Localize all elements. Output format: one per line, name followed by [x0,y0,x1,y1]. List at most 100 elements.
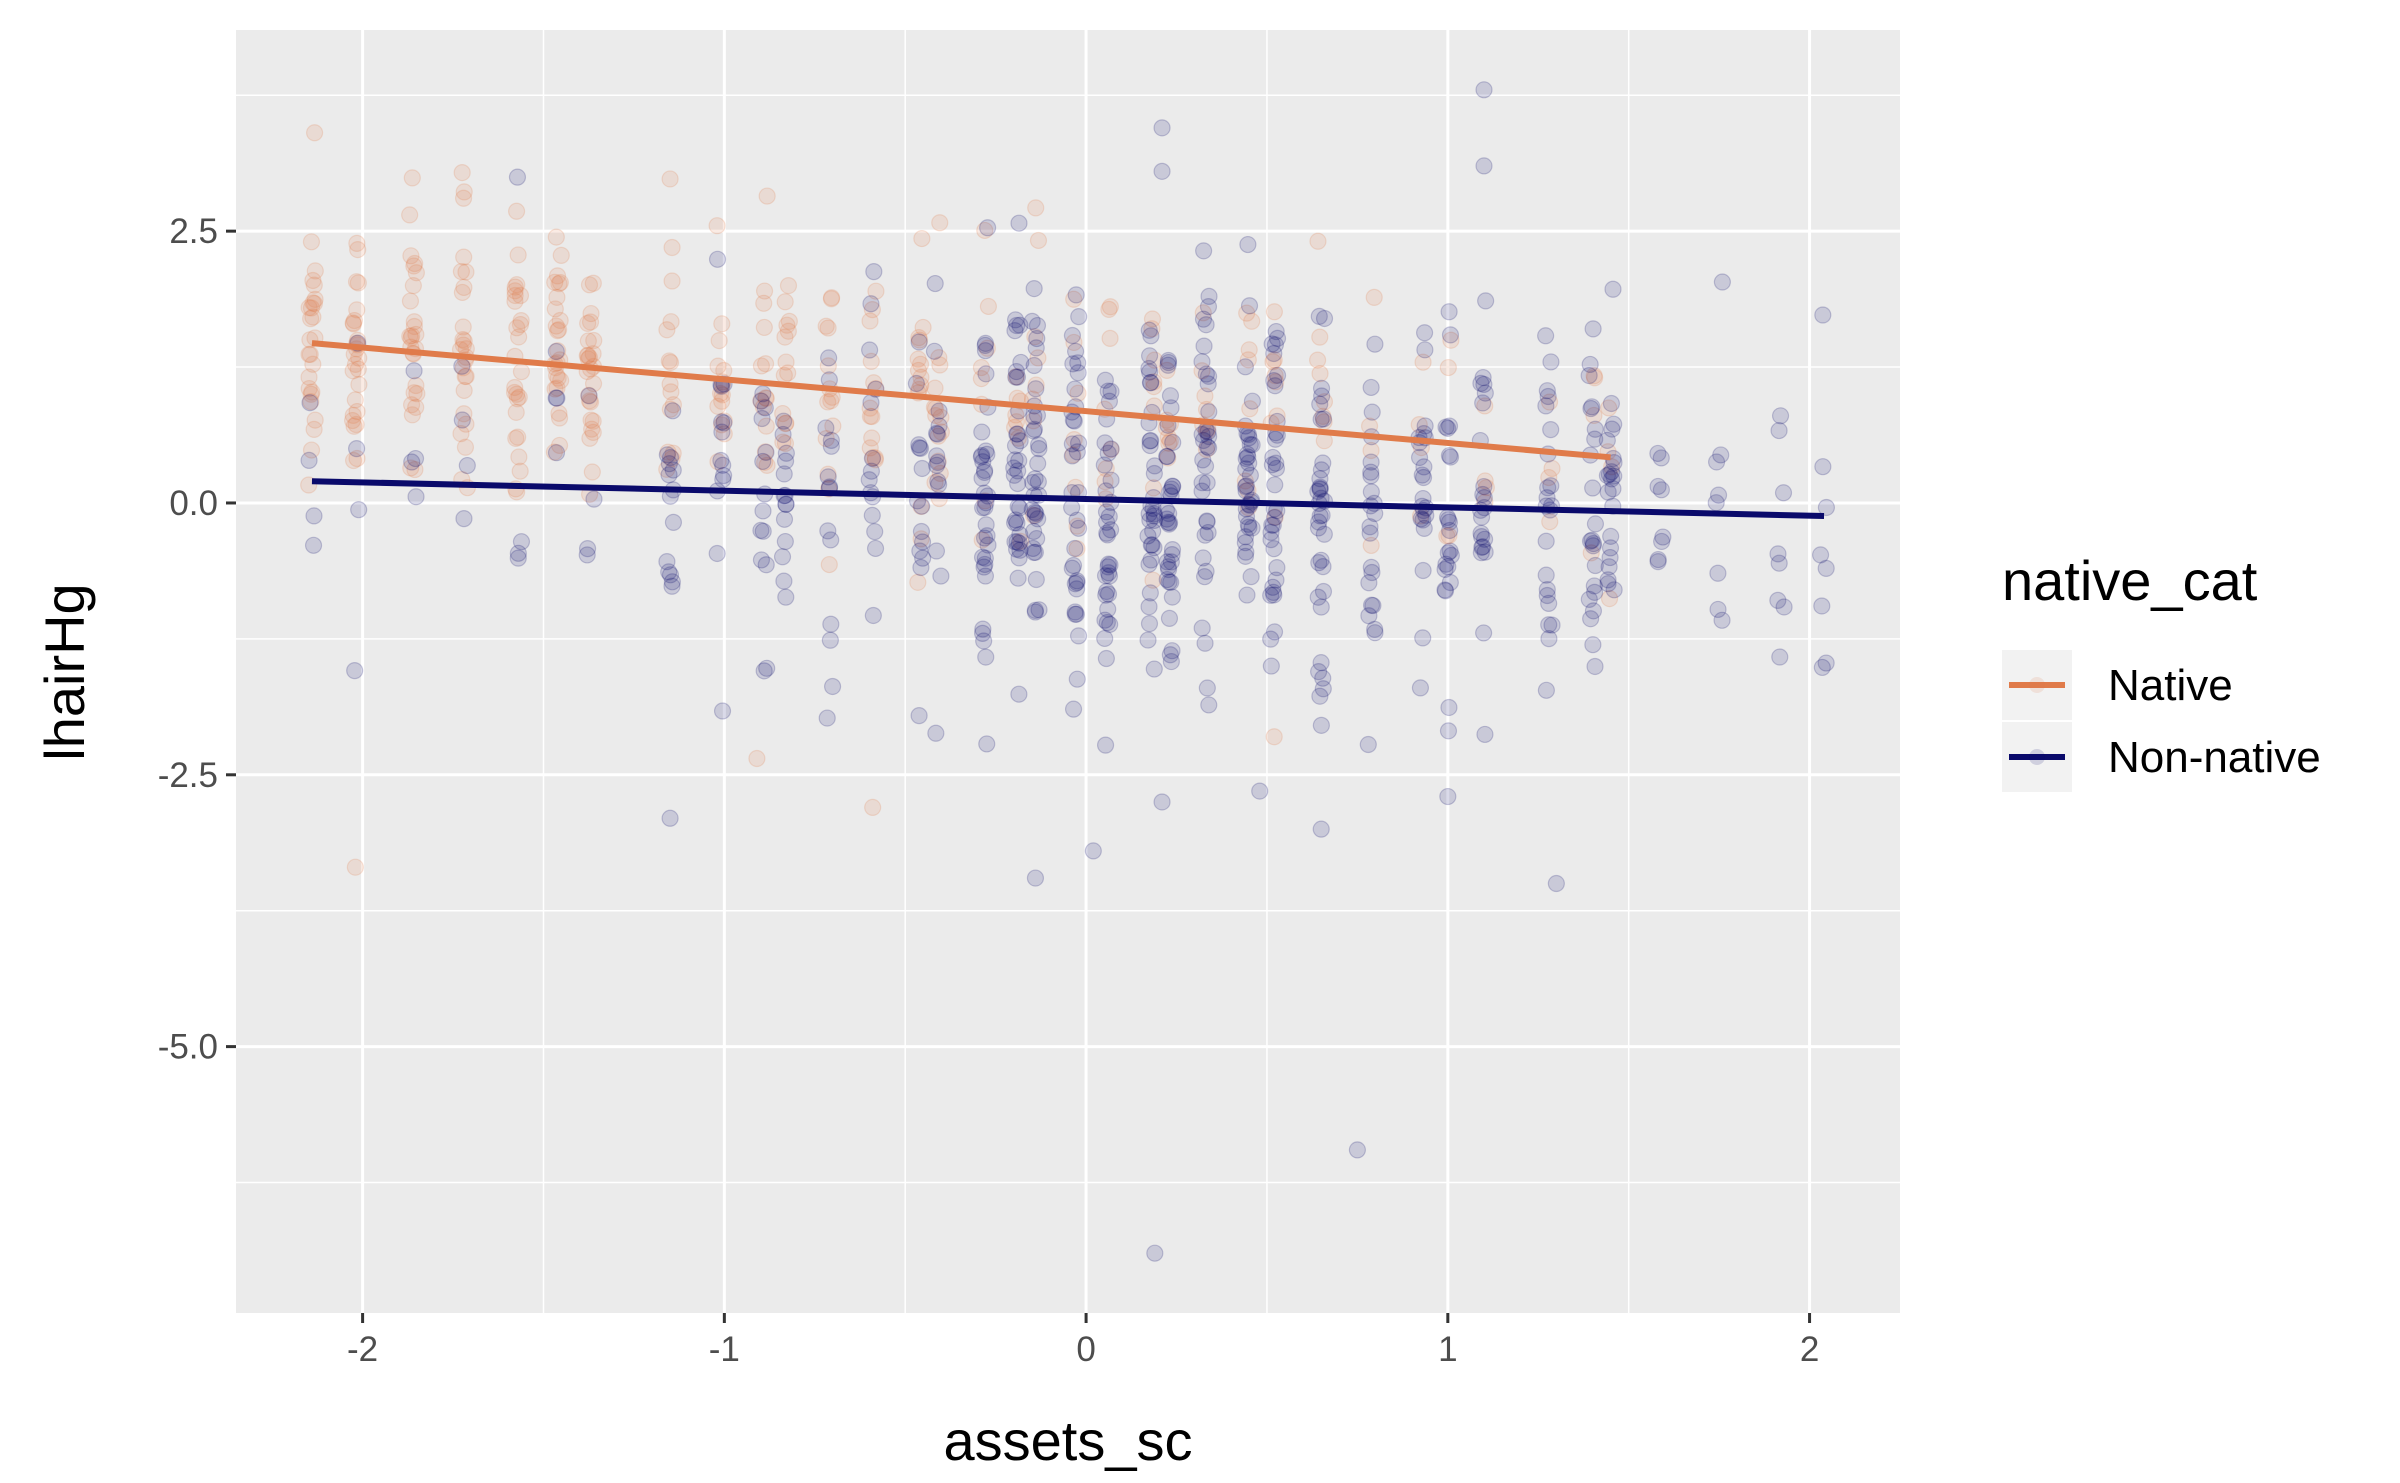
data-point [1362,463,1380,481]
data-point [1239,448,1257,466]
data-point [1314,454,1332,472]
data-point [1025,279,1043,298]
data-point [306,262,324,280]
data-point [304,536,323,554]
data-point [1196,387,1214,405]
data-point [914,549,932,567]
data-point [1029,510,1047,528]
data-point [405,317,423,336]
data-point [1709,564,1727,582]
data-point [1068,580,1086,598]
data-point [1362,441,1380,460]
data-point [1440,417,1459,435]
data-point [1200,439,1218,457]
data-point [910,439,928,457]
data-point [1065,412,1083,430]
data-point [861,439,879,457]
data-point [1101,521,1120,539]
data-point [979,297,998,316]
data-point [1366,335,1384,353]
data-point [1311,470,1329,488]
data-point [757,417,775,435]
data-point [1200,696,1218,714]
data-point [926,473,944,492]
data-point [1063,435,1081,453]
data-point [1141,511,1159,529]
data-point [1068,540,1086,558]
data-point [822,392,840,410]
data-point [1474,394,1492,412]
data-point [1026,601,1044,619]
data-point [1095,456,1113,474]
data-point [1100,300,1118,318]
data-point [1236,534,1254,552]
data-point [1599,571,1617,589]
data-point [344,315,363,333]
data-point [1008,533,1026,551]
data-point [973,624,992,642]
data-point [912,376,930,394]
data-point [404,277,422,295]
data-point [824,417,842,435]
x-axis-ticks: -2 -1 0 1 2 [347,1313,1819,1369]
data-point [1537,532,1555,550]
data-point [302,385,320,403]
data-point [1243,392,1262,410]
data-point [1162,480,1181,498]
data-point [507,429,525,447]
data-point [929,452,947,470]
data-point [754,502,772,520]
data-point [1774,484,1793,502]
data-point [1436,560,1454,579]
data-point [1584,602,1603,620]
data-point [403,453,421,471]
x-tick-label: -2 [347,1330,378,1369]
data-point [405,362,423,380]
data-point [863,407,881,426]
data-point [305,420,323,438]
data-point [1598,466,1617,485]
data-point [1314,410,1333,428]
data-point [709,397,727,415]
data-point [1654,528,1672,546]
data-point [510,448,528,466]
data-point [455,510,473,528]
data-point [715,414,733,432]
data-point [1440,446,1459,465]
data-point [1146,457,1164,475]
data-point [301,345,319,363]
data-point [406,254,424,273]
data-point [1240,297,1259,315]
data-point [976,334,995,353]
data-point [822,531,840,549]
data-point [511,462,529,480]
data-point [1314,680,1332,698]
data-point [712,451,730,470]
data-point [584,412,602,430]
data-point [1067,605,1085,623]
data-point [1024,539,1042,558]
data-point [1198,513,1216,531]
data-point [1198,679,1216,697]
data-point [584,345,602,363]
data-point [1603,458,1621,476]
data-point [1584,534,1603,553]
data-point [456,367,474,386]
data-point [1311,395,1329,413]
data-point [1140,615,1159,633]
data-point [977,648,995,666]
data-point [1026,503,1044,521]
data-point [1029,473,1047,491]
data-point [977,365,995,383]
data-point [661,170,679,188]
data-point [1194,304,1212,322]
data-point [1163,477,1182,495]
data-point [913,497,931,515]
legend-key-point [2029,749,2045,765]
data-point [1008,514,1026,532]
data-point [1239,351,1257,369]
data-point [1160,515,1178,533]
data-point [1436,582,1455,600]
data-point [1543,459,1561,478]
data-point [1142,536,1160,554]
